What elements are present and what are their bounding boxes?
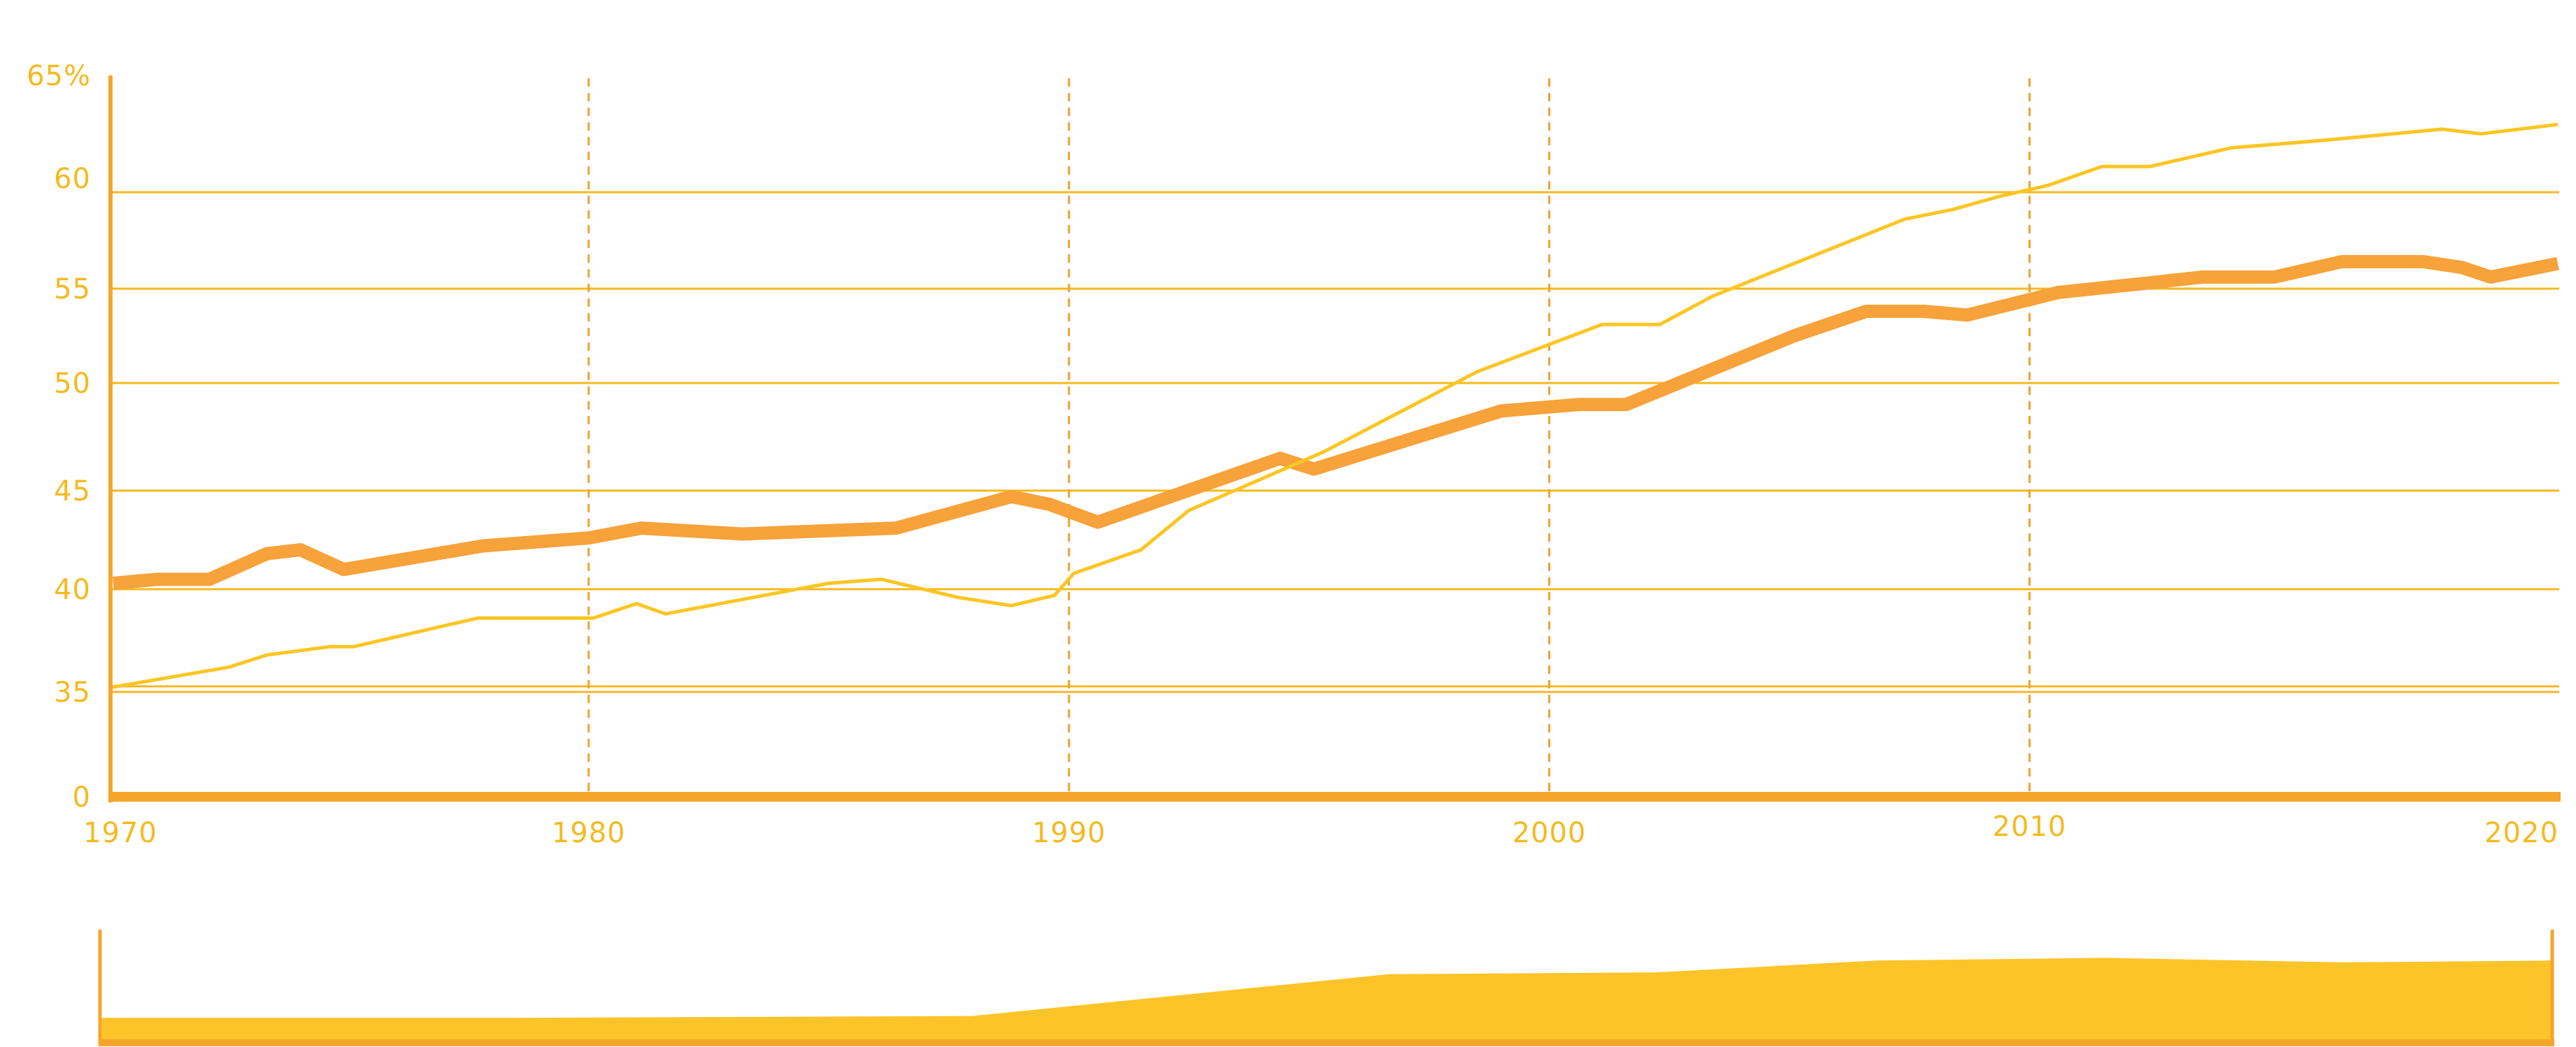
overview-strip — [98, 930, 2554, 1046]
x-tick-label: 2010 — [1993, 811, 2067, 843]
y-tick-label: 50 — [54, 368, 91, 400]
grid — [108, 78, 2559, 797]
axes — [108, 75, 2561, 802]
y-tick-label: 60 — [54, 163, 91, 195]
y-tick-label: 45 — [54, 475, 91, 507]
y-tick-label: 0 — [73, 781, 91, 814]
series-line-1 — [113, 254, 2559, 590]
y-tick-label: 65% — [27, 60, 91, 92]
y-tick-label: 35 — [54, 677, 91, 709]
x-tick-label: 1970 — [83, 817, 157, 849]
x-tick-label: 2020 — [2484, 817, 2559, 849]
series-lines — [108, 122, 2559, 690]
tick-labels: 0 35 40 45 50 55 60 65% 1970 1980 1990 2000 2010 2020 — [27, 60, 2559, 849]
x-tick-label: 2000 — [1512, 817, 1587, 849]
overview-area — [100, 958, 2551, 1041]
series-line-2 — [108, 122, 2559, 690]
y-tick-label: 55 — [54, 273, 91, 305]
y-tick-label: 40 — [54, 574, 91, 606]
x-tick-label: 1980 — [552, 817, 626, 849]
x-tick-label: 1990 — [1032, 817, 1106, 849]
